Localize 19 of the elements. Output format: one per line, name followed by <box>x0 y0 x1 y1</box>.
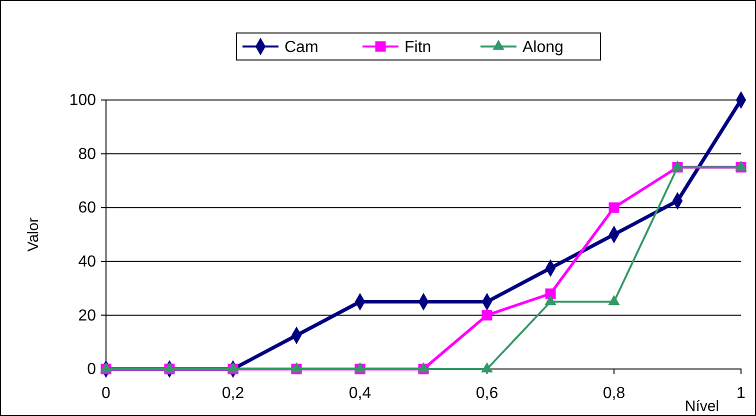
y-tick-label: 20 <box>78 307 96 324</box>
y-tick-label: 0 <box>87 361 96 378</box>
x-axis-title: Nível <box>684 398 720 415</box>
y-tick-label: 40 <box>78 254 96 271</box>
y-axis-title: Valor <box>25 218 42 252</box>
x-tick-label: 1 <box>736 384 746 402</box>
legend-label: Fitn <box>404 39 432 56</box>
legend-label: Along <box>522 39 564 56</box>
y-tick-label: 100 <box>69 92 96 110</box>
legend-label: Cam <box>284 39 318 56</box>
y-tick-label: 80 <box>78 146 96 163</box>
y-tick-label: 60 <box>78 200 96 217</box>
x-tick-label: 0,2 <box>222 384 244 402</box>
x-tick-label: 0,4 <box>348 384 372 402</box>
x-tick-label: 0 <box>102 384 111 402</box>
point <box>608 202 620 213</box>
x-tick-label: 0,8 <box>602 384 626 402</box>
x-tick-label: 0,6 <box>476 384 498 402</box>
point <box>482 310 492 320</box>
